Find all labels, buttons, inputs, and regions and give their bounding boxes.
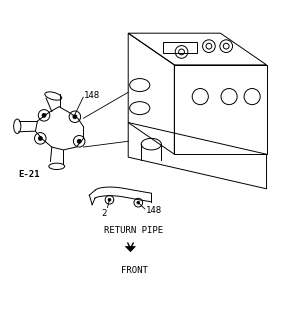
Text: RETURN PIPE: RETURN PIPE bbox=[104, 226, 164, 235]
Circle shape bbox=[77, 139, 81, 143]
Circle shape bbox=[42, 113, 46, 117]
Circle shape bbox=[38, 136, 42, 140]
Text: FRONT: FRONT bbox=[120, 267, 148, 276]
Circle shape bbox=[73, 115, 77, 119]
Circle shape bbox=[108, 198, 111, 201]
Text: 2: 2 bbox=[101, 209, 107, 218]
Text: 148: 148 bbox=[84, 91, 100, 100]
Polygon shape bbox=[125, 246, 135, 252]
Text: E-21: E-21 bbox=[19, 170, 40, 179]
Text: 148: 148 bbox=[146, 206, 162, 215]
Circle shape bbox=[137, 201, 140, 204]
